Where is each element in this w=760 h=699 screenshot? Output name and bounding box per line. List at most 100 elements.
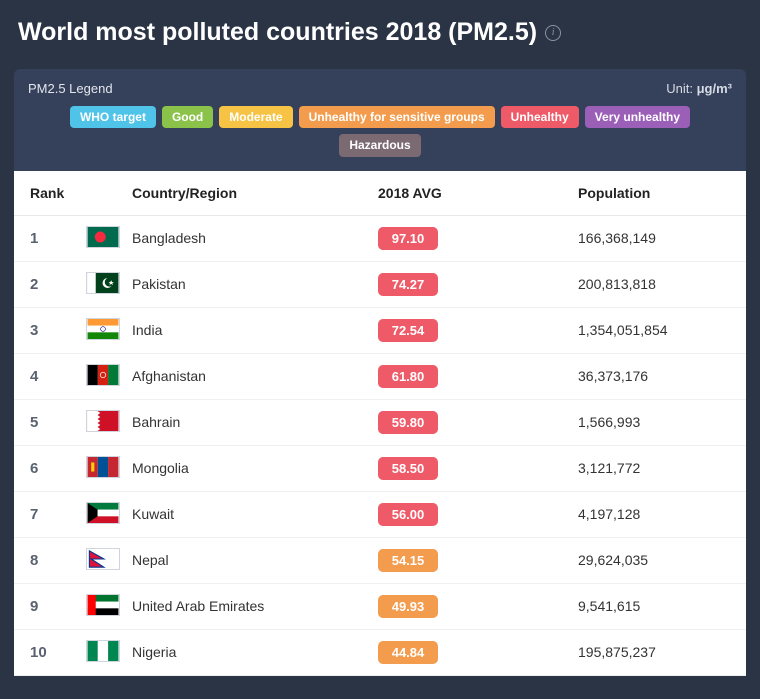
- cell-flag: [86, 502, 132, 527]
- cell-flag: [86, 594, 132, 619]
- cell-flag: [86, 272, 132, 297]
- table-row[interactable]: 2Pakistan74.27200,813,818: [14, 262, 746, 308]
- table-row[interactable]: 10 Nigeria44.84 195,875,237: [14, 630, 746, 676]
- col-header-country[interactable]: Country/Region: [132, 185, 378, 201]
- legend-pill[interactable]: Good: [162, 106, 213, 128]
- avg-badge: 61.80: [378, 365, 438, 388]
- cell-country: India: [132, 322, 378, 338]
- avg-badge: 49.93: [378, 595, 438, 618]
- cell-rank: 3: [30, 322, 86, 339]
- title-text: World most polluted countries 2018 (PM2.…: [18, 18, 537, 47]
- flag-icon: [86, 410, 120, 432]
- flag-icon: [86, 548, 120, 570]
- avg-badge: 54.15: [378, 549, 438, 572]
- col-header-rank[interactable]: Rank: [30, 185, 86, 201]
- cell-flag: [86, 226, 132, 251]
- table-header: Rank Country/Region 2018 AVG Population: [14, 171, 746, 216]
- cell-population: 1,354,051,854: [578, 322, 738, 338]
- table-row[interactable]: 7 Kuwait56.00 4,197,128: [14, 492, 746, 538]
- cell-flag: [86, 410, 132, 435]
- cell-population: 4,197,128: [578, 506, 738, 522]
- table-row[interactable]: 5 Bahrain59.80 1,566,993: [14, 400, 746, 446]
- avg-badge: 44.84: [378, 641, 438, 664]
- col-header-pop[interactable]: Population: [578, 185, 738, 201]
- cell-avg: 56.00: [378, 503, 578, 526]
- table-row[interactable]: 6 Mongolia58.50 3,121,772: [14, 446, 746, 492]
- flag-icon: [86, 594, 120, 616]
- legend-pill[interactable]: Unhealthy for sensitive groups: [299, 106, 495, 128]
- avg-badge: 59.80: [378, 411, 438, 434]
- table-row[interactable]: 8 Nepal54.15 29,624,035: [14, 538, 746, 584]
- cell-rank: 6: [30, 460, 86, 477]
- cell-population: 1,566,993: [578, 414, 738, 430]
- flag-icon: [86, 502, 120, 524]
- legend-title: PM2.5 Legend: [28, 81, 113, 96]
- avg-badge: 74.27: [378, 273, 438, 296]
- cell-rank: 7: [30, 506, 86, 523]
- legend-panel: PM2.5 Legend Unit: μg/m³ WHO target Good M…: [14, 69, 746, 171]
- legend-row: WHO target Good Moderate Unhealthy for sens…: [28, 106, 732, 157]
- legend-pill[interactable]: Unhealthy: [501, 106, 579, 128]
- cell-avg: 59.80: [378, 411, 578, 434]
- cell-avg: 74.27: [378, 273, 578, 296]
- cell-flag: [86, 640, 132, 665]
- cell-country: Nigeria: [132, 644, 378, 660]
- cell-country: Afghanistan: [132, 368, 378, 384]
- cell-country: Kuwait: [132, 506, 378, 522]
- legend-pill[interactable]: WHO target: [70, 106, 156, 128]
- cell-population: 3,121,772: [578, 460, 738, 476]
- legend-pill[interactable]: Moderate: [219, 106, 292, 128]
- flag-icon: [86, 226, 120, 248]
- avg-badge: 56.00: [378, 503, 438, 526]
- cell-rank: 8: [30, 552, 86, 569]
- table-row[interactable]: 9 United Arab Emirates49.93 9,541,615: [14, 584, 746, 630]
- cell-rank: 9: [30, 598, 86, 615]
- cell-population: 36,373,176: [578, 368, 738, 384]
- table-row[interactable]: 3 India72.54 1,354,051,854: [14, 308, 746, 354]
- cell-population: 195,875,237: [578, 644, 738, 660]
- avg-badge: 97.10: [378, 227, 438, 250]
- table-row[interactable]: 1 Bangladesh97.10 166,368,149: [14, 216, 746, 262]
- cell-rank: 1: [30, 230, 86, 247]
- flag-icon: [86, 456, 120, 478]
- cell-flag: [86, 456, 132, 481]
- cell-avg: 54.15: [378, 549, 578, 572]
- cell-rank: 5: [30, 414, 86, 431]
- avg-badge: 72.54: [378, 319, 438, 342]
- cell-avg: 72.54: [378, 319, 578, 342]
- cell-country: Bahrain: [132, 414, 378, 430]
- cell-avg: 44.84: [378, 641, 578, 664]
- cell-rank: 4: [30, 368, 86, 385]
- cell-avg: 97.10: [378, 227, 578, 250]
- legend-header: PM2.5 Legend Unit: μg/m³: [28, 81, 732, 96]
- table-row[interactable]: 4 Afghanistan61.80 36,373,176: [14, 354, 746, 400]
- cell-avg: 61.80: [378, 365, 578, 388]
- cell-flag: [86, 318, 132, 343]
- page-header: World most polluted countries 2018 (PM2.…: [0, 0, 760, 69]
- flag-icon: [86, 364, 120, 386]
- legend-pill[interactable]: Very unhealthy: [585, 106, 690, 128]
- countries-table: Rank Country/Region 2018 AVG Population …: [14, 171, 746, 676]
- cell-avg: 58.50: [378, 457, 578, 480]
- flag-icon: [86, 640, 120, 662]
- cell-population: 166,368,149: [578, 230, 738, 246]
- avg-badge: 58.50: [378, 457, 438, 480]
- cell-population: 200,813,818: [578, 276, 738, 292]
- cell-rank: 2: [30, 276, 86, 293]
- cell-rank: 10: [30, 644, 86, 661]
- cell-flag: [86, 364, 132, 389]
- info-icon[interactable]: i: [545, 25, 561, 41]
- cell-country: Bangladesh: [132, 230, 378, 246]
- cell-flag: [86, 548, 132, 573]
- col-header-flag: [86, 185, 132, 201]
- page-title: World most polluted countries 2018 (PM2.…: [18, 18, 742, 47]
- cell-population: 29,624,035: [578, 552, 738, 568]
- cell-country: Nepal: [132, 552, 378, 568]
- cell-country: Mongolia: [132, 460, 378, 476]
- legend-pill[interactable]: Hazardous: [339, 134, 420, 156]
- cell-population: 9,541,615: [578, 598, 738, 614]
- cell-country: United Arab Emirates: [132, 598, 378, 614]
- table-body: 1Bangladesh97.10166,368,1492Pakistan74.2…: [14, 216, 746, 676]
- flag-icon: [86, 318, 120, 340]
- col-header-avg[interactable]: 2018 AVG: [378, 185, 578, 201]
